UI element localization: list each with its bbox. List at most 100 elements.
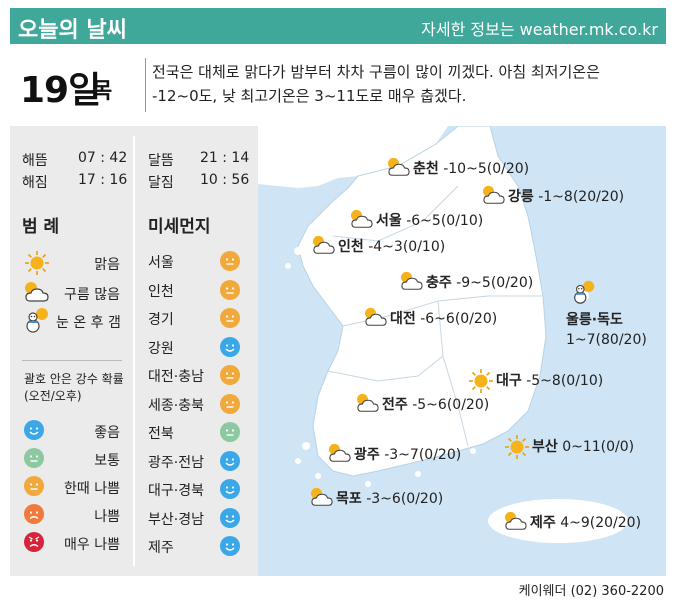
- sun-cloud-icon: [398, 270, 426, 296]
- city-precip-prob: (0/20): [454, 311, 498, 327]
- province-border: [437, 300, 469, 447]
- sun-cloud-icon: [362, 306, 390, 332]
- city-temp: -3~6: [366, 491, 401, 507]
- city-name: 전주: [382, 397, 408, 413]
- fine-dust-region: 광주·전남: [148, 454, 204, 471]
- sun-cloud-icon: [502, 510, 530, 536]
- city-precip-prob: (0/20): [486, 161, 530, 177]
- legend-label-sunny: 맑음: [94, 257, 120, 273]
- city-name: 충주: [426, 275, 452, 291]
- city-temp: -9~5: [456, 275, 491, 291]
- fine-dust-face-icon: [220, 450, 240, 471]
- city-weather-label: 울릉·독도 1~7(80/20): [566, 310, 647, 350]
- island: [365, 481, 371, 487]
- fine-dust-region: 세종·충북: [148, 397, 204, 414]
- dust-level-label: 나쁨: [94, 509, 120, 525]
- sun-cloud-icon: [348, 208, 376, 234]
- island: [470, 448, 476, 454]
- precip-note-line-1: 괄호 안은 강수 확률: [24, 372, 124, 386]
- legend-label-cloudy: 구름 많음: [64, 287, 120, 303]
- island: [302, 442, 310, 450]
- city-weather-label: 춘천 -10~5(0/20): [413, 158, 529, 178]
- city-weather-label: 서울 -6~5(0/10): [376, 210, 483, 230]
- city-temp: -1~8: [538, 189, 573, 205]
- city-temp: 1~7: [566, 332, 596, 348]
- city-precip-prob: (20/20): [572, 189, 625, 205]
- city-temp: -4~3: [368, 239, 403, 255]
- moonrise-label: 달뜸: [148, 153, 174, 169]
- island: [294, 247, 302, 255]
- fine-dust-face-icon: [220, 336, 240, 357]
- fine-dust-face-icon: [220, 479, 240, 499]
- sunrise-time: 07 : 42: [78, 150, 128, 166]
- fine-dust-region: 인천: [148, 283, 174, 300]
- moonset-time: 10 : 56: [200, 172, 250, 188]
- date-day: 19일: [20, 70, 101, 111]
- site-link[interactable]: 자세한 정보는 weather.mk.co.kr: [421, 20, 658, 39]
- divider: [145, 58, 146, 112]
- fine-dust-face-icon: [220, 507, 240, 528]
- moonrise-time: 21 : 14: [200, 150, 250, 166]
- dust-face-icon: [24, 420, 44, 440]
- province-border: [332, 185, 459, 242]
- city-precip-prob: (0/20): [418, 447, 462, 463]
- city-precip-prob: (0/20): [400, 491, 444, 507]
- credit: 케이웨더 (02) 360-2200: [518, 584, 664, 599]
- city-precip-prob: (0/20): [446, 397, 490, 413]
- forecast-line-1: 전국은 대체로 맑다가 밤부터 차차 구름이 많이 끼겠다. 아침 최저기온은: [152, 63, 600, 81]
- island: [285, 263, 291, 269]
- fine-dust-region: 경기: [148, 312, 174, 328]
- province-border: [327, 355, 444, 382]
- fine-dust-region: 전북: [148, 426, 174, 442]
- north-land: [258, 126, 448, 188]
- city-temp: -6~5: [406, 213, 441, 229]
- city-temp: 0~11: [562, 439, 601, 455]
- legend-label-snow-clear: 눈 온 후 갬: [56, 315, 121, 331]
- island: [415, 471, 421, 477]
- city-precip-prob: (20/20): [589, 515, 642, 531]
- city-weather-label: 광주 -3~7(0/20): [354, 444, 461, 464]
- sun-icon: [468, 368, 494, 398]
- city-weather-label: 대구 -5~8(0/10): [496, 370, 603, 390]
- city-name: 부산: [532, 439, 558, 455]
- sun-cloud-icon: [25, 282, 49, 302]
- precip-note: 괄호 안은 강수 확률 (오전/오후): [24, 371, 124, 405]
- fine-dust-region: 대구·경북: [148, 483, 204, 499]
- city-name: 서울: [376, 213, 402, 229]
- moonset-label: 달짐: [148, 175, 174, 191]
- fine-dust-face-icon: [220, 251, 240, 271]
- sunset-label: 해짐: [22, 175, 48, 191]
- city-precip-prob: (0/10): [402, 239, 446, 255]
- dust-level-label: 한때 나쁨: [64, 481, 120, 497]
- fine-dust-region: 서울: [148, 255, 174, 271]
- city-weather-label: 전주 -5~6(0/20): [382, 394, 489, 414]
- sun-cloud-icon: [310, 234, 338, 260]
- city-precip-prob: (0/10): [560, 373, 604, 389]
- city-temp: 4~9: [560, 515, 590, 531]
- sun-cloud-icon: [308, 486, 336, 512]
- city-weather-label: 부산 0~11(0/0): [532, 436, 634, 456]
- city-name: 광주: [354, 447, 380, 463]
- city-name: 제주: [530, 515, 556, 531]
- sun-cloud-icon: [480, 184, 508, 210]
- legend-title: 범 례: [22, 217, 60, 237]
- city-temp: -10~5: [443, 161, 487, 177]
- snow-then-clear-icon: [26, 308, 48, 333]
- city-temp: -6~6: [420, 311, 455, 327]
- city-weather-label: 충주 -9~5(0/20): [426, 272, 533, 292]
- city-weather-label: 인천 -4~3(0/10): [338, 236, 445, 256]
- city-name: 강릉: [508, 189, 534, 205]
- dust-level-label: 좋음: [94, 425, 120, 441]
- city-name: 대구: [496, 373, 522, 389]
- sun-icon: [25, 251, 49, 275]
- fine-dust-face-icon: [220, 279, 240, 300]
- city-temp: -5~8: [526, 373, 561, 389]
- date-block: 19일 목: [10, 55, 140, 115]
- city-temp: -3~7: [384, 447, 419, 463]
- city-name: 인천: [338, 239, 364, 255]
- city-precip-prob: (0/10): [440, 213, 484, 229]
- dust-face-icon: [24, 476, 44, 496]
- fine-dust-face-icon: [220, 308, 240, 328]
- fine-dust-region: 부산·경남: [148, 511, 204, 528]
- fine-dust-face-icon: [220, 365, 240, 385]
